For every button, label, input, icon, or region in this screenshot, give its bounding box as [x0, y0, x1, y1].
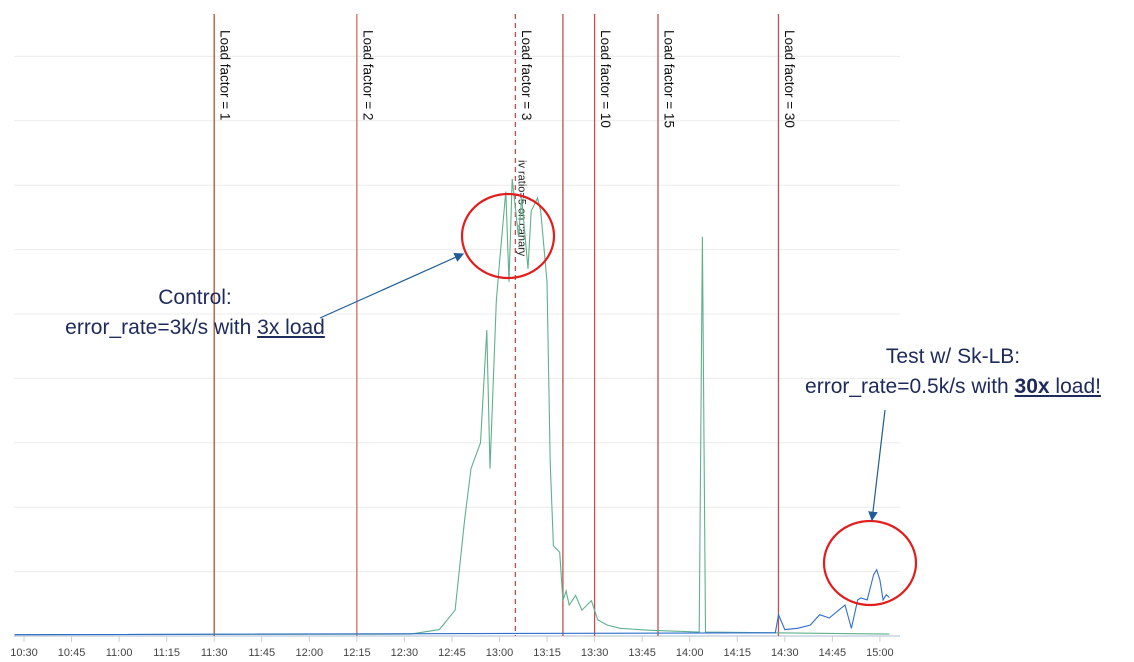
test-annotation: Test w/ Sk-LB: error_rate=0.5k/s with 30…	[778, 342, 1128, 402]
x-tick-label: 10:45	[58, 647, 86, 659]
x-tick-label: 14:30	[771, 647, 799, 659]
test-title: Test w/ Sk-LB:	[885, 345, 1021, 368]
x-tick-label: 10:30	[10, 647, 38, 659]
control-highlight-circle	[460, 192, 556, 280]
test-arrow	[868, 409, 886, 522]
x-tick-label: 13:30	[581, 647, 609, 659]
x-tick-label: 13:00	[486, 647, 514, 659]
x-tick-label: 15:00	[866, 647, 894, 659]
load-factor-label: Load factor = 10	[598, 30, 613, 128]
load-factor-label: Load factor = 1	[218, 30, 233, 120]
x-tick-label: 14:45	[819, 647, 847, 659]
load-factor-label: Load factor = 15	[661, 30, 676, 128]
test-text: error_rate=0.5k/s with	[805, 375, 1015, 398]
test-load-bold: 30x	[1014, 375, 1050, 398]
x-tick-label: 14:15	[723, 647, 751, 659]
series-line-1	[14, 568, 890, 636]
test-load-suffix: load!	[1049, 375, 1101, 398]
x-tick-label: 11:15	[153, 647, 180, 659]
test-highlight-circle	[822, 519, 918, 607]
x-tick-label: 12:15	[343, 647, 371, 659]
x-tick-label: 12:30	[391, 647, 419, 659]
x-tick-label: 12:00	[296, 647, 324, 659]
x-tick-label: 11:30	[201, 647, 228, 659]
load-factor-label: Load factor = 3	[519, 30, 534, 120]
x-tick-label: 12:45	[438, 647, 466, 659]
control-text: error_rate=3k/s with	[65, 316, 258, 339]
load-factor-label: Load factor = 30	[782, 30, 797, 128]
control-load: 3x load	[257, 316, 325, 339]
load-factor-label: Load factor = 2	[360, 30, 375, 120]
control-title: Control:	[158, 286, 232, 309]
series-line-0	[14, 178, 890, 636]
x-tick-label: 14:00	[676, 647, 704, 659]
x-tick-label: 11:45	[248, 647, 275, 659]
x-tick-label: 11:00	[106, 647, 133, 659]
control-annotation: Control: error_rate=3k/s with 3x load	[40, 283, 350, 343]
control-arrow	[319, 253, 465, 319]
x-tick-label: 13:15	[533, 647, 561, 659]
x-tick-label: 13:45	[628, 647, 656, 659]
